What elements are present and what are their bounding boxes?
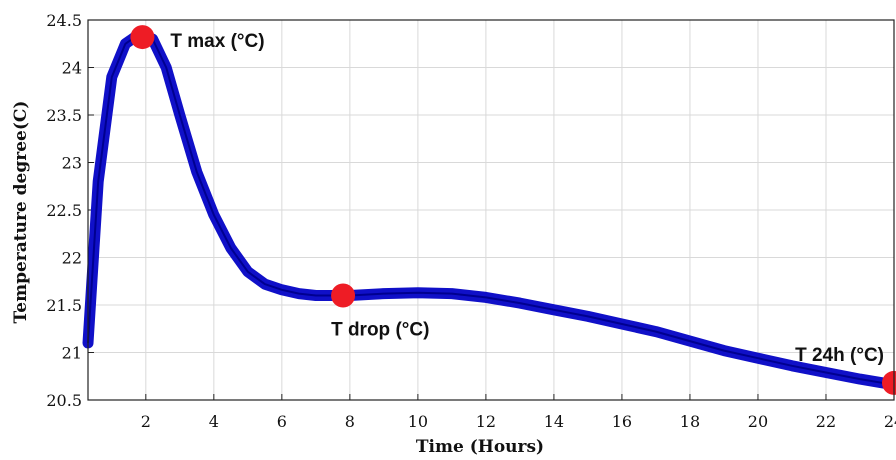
x-tick-label: 18 [680,412,700,431]
x-tick-label: 4 [209,412,219,431]
x-tick-label: 20 [748,412,768,431]
x-tick-label: 14 [544,412,564,431]
x-tick-label: 12 [476,412,496,431]
x-tick-label: 10 [408,412,428,431]
x-tick-label: 6 [277,412,287,431]
marker-label: T max (°C) [170,31,264,52]
x-tick-label: 24 [884,412,896,431]
marker-label: T 24h (°C) [795,345,884,366]
y-tick-label: 20.5 [46,391,82,410]
y-tick-label: 21.5 [46,296,82,315]
y-tick-label: 24.5 [46,11,82,30]
x-tick-label: 22 [816,412,836,431]
series-layer [82,28,896,391]
x-axis-title: Time (Hours) [416,437,544,457]
x-tick-labels: 24681012141618202224 [141,412,896,431]
y-axis-title: Temperature degree(C) [11,101,31,324]
y-tick-label: 23.5 [46,106,82,125]
marker-point [882,370,896,395]
y-tick-label: 23 [62,154,82,173]
y-tick-label: 22.5 [46,201,82,220]
marker-point [331,283,356,308]
plot-frame [87,19,895,401]
y-tick-labels: 20.5 21 21.5 22 22.5 23 23.5 24 24.5 [46,11,82,410]
markers-layer: T max (°C) T drop (°C) T 24h (°C) [130,25,896,395]
x-tick-label: 8 [345,412,355,431]
y-tick-label: 22 [62,249,82,268]
marker-point [130,25,155,50]
y-tick-label: 21 [62,344,82,363]
series-line-band [82,28,896,391]
y-tick-label: 24 [62,59,82,78]
x-tick-label: 2 [141,412,151,431]
marker-label: T drop (°C) [331,320,429,341]
x-tick-label: 16 [612,412,632,431]
